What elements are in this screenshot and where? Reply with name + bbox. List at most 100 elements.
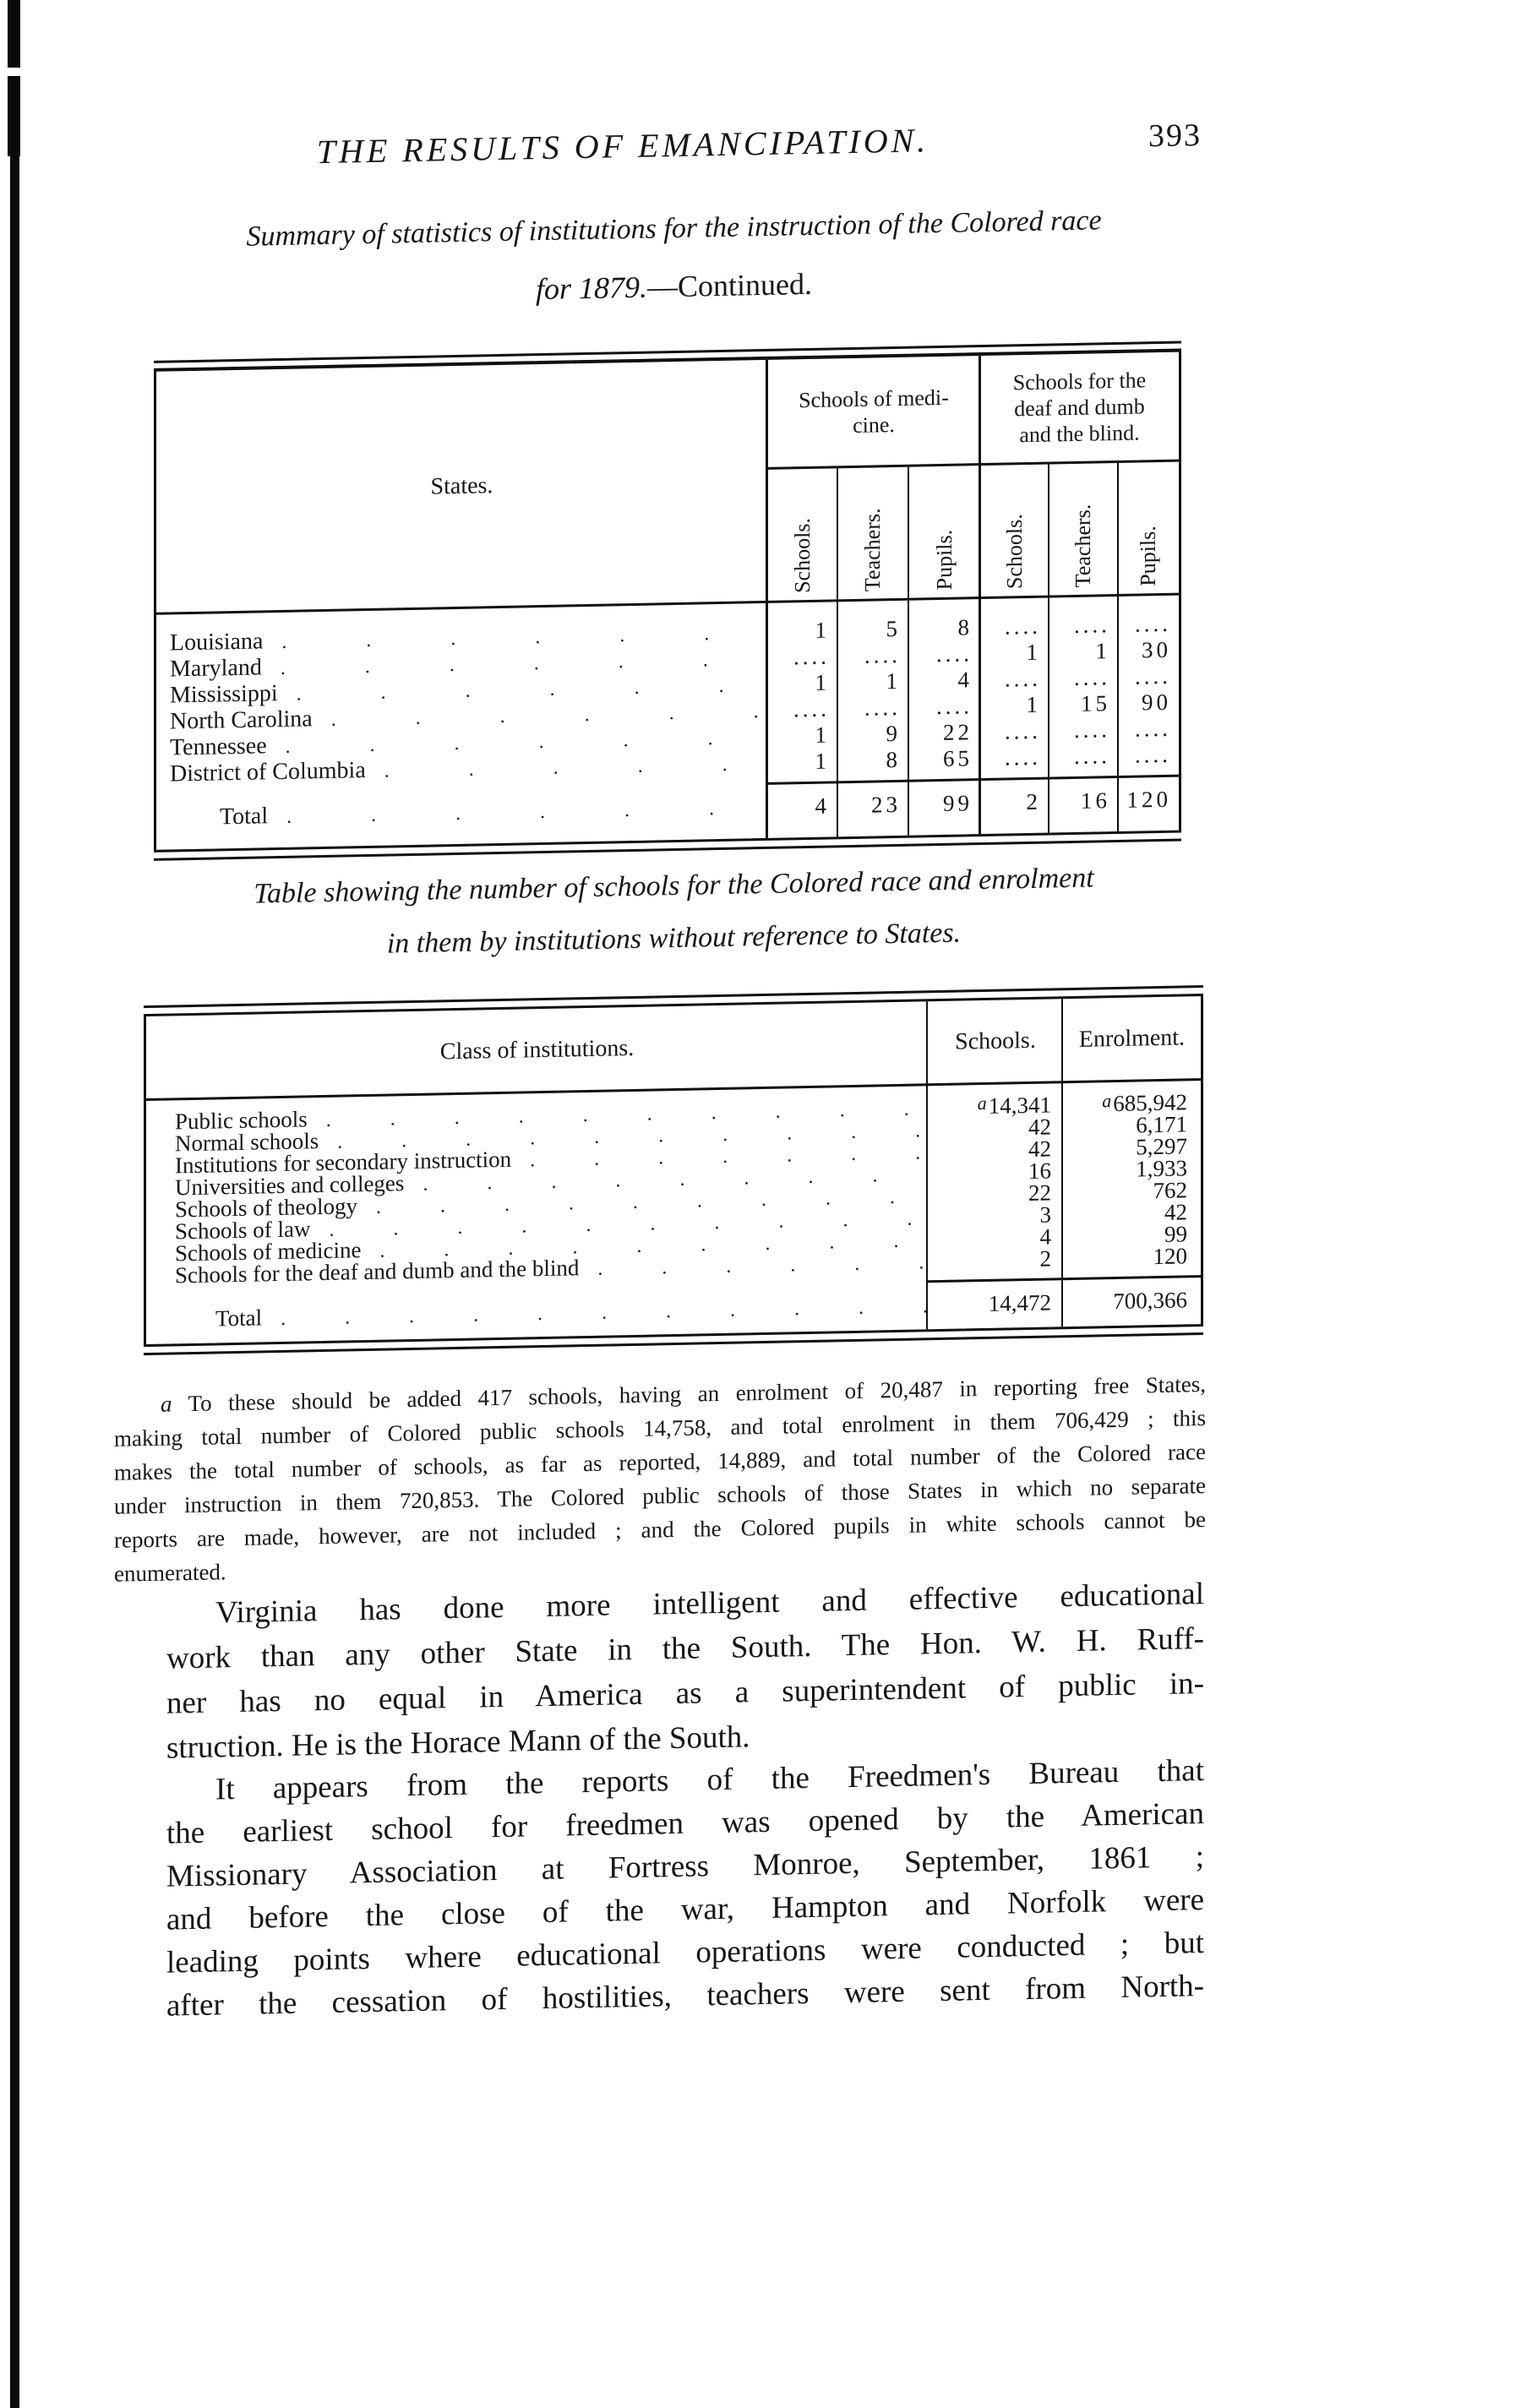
sub-header-cell: Schools. bbox=[767, 468, 837, 601]
value-cell: .... bbox=[864, 694, 901, 721]
value-cell: .... bbox=[1074, 612, 1110, 638]
sub-header-schools: Schools. bbox=[1001, 514, 1027, 590]
value-cell: .... bbox=[1135, 715, 1171, 742]
total-label: Total bbox=[220, 803, 269, 831]
caption1-roman-part: —Continued. bbox=[647, 266, 812, 304]
caption1-italic-part: for 1879. bbox=[535, 270, 647, 307]
value-cell: .... bbox=[936, 693, 973, 720]
state-label: Mississippi bbox=[170, 679, 278, 709]
value-cell: 65 bbox=[943, 745, 973, 771]
binding-edge-line-top bbox=[8, 0, 20, 156]
value-cell: 1 bbox=[815, 669, 831, 695]
total-value-cell: 16 bbox=[1081, 787, 1110, 814]
value-cell: .... bbox=[1074, 664, 1110, 690]
total-value-cell: 99 bbox=[943, 789, 973, 816]
state-label: Louisiana bbox=[170, 627, 264, 656]
table1-caption-line1: Summary of statistics of institutions fo… bbox=[246, 204, 1102, 253]
table-statistics-by-state: States. Schools of medi- cine. Schools f… bbox=[154, 348, 1181, 853]
value-cell: .... bbox=[1074, 716, 1110, 743]
sub-header-cell: Teachers. bbox=[837, 467, 908, 600]
total-label-cell: Total bbox=[156, 793, 767, 832]
schools-value-cell: 2 bbox=[928, 1245, 1063, 1274]
value-cell: 8 bbox=[886, 746, 902, 773]
sub-header-teachers: Teachers. bbox=[1071, 504, 1095, 589]
column-header-class: Class of institutions. bbox=[439, 1034, 635, 1065]
total-label: Total bbox=[215, 1304, 263, 1331]
total-value-cell: 2 bbox=[1026, 788, 1042, 814]
page-number: 393 bbox=[1148, 117, 1202, 155]
table1-caption-line2: for 1879.—Continued. bbox=[148, 259, 1200, 314]
value-cell: 1 bbox=[815, 722, 831, 748]
value-cell: 8 bbox=[957, 614, 973, 640]
dot-leader bbox=[262, 1295, 928, 1331]
value-cell: 1 bbox=[886, 667, 902, 695]
value-cell: 1 bbox=[1095, 638, 1111, 664]
table-footnote: a To these should be added 417 schools, … bbox=[114, 1367, 1206, 1591]
total-value-cell: 4 bbox=[815, 793, 831, 819]
dot-leader bbox=[579, 1251, 928, 1281]
value-cell: 90 bbox=[1142, 689, 1171, 716]
schools-total: 14,472 bbox=[988, 1288, 1051, 1316]
value-cell: 30 bbox=[1142, 636, 1171, 663]
sub-header-teachers: Teachers. bbox=[860, 508, 885, 592]
sub-header-pupils: Pupils. bbox=[931, 530, 957, 591]
sub-header-cell: Pupils. bbox=[1118, 462, 1179, 594]
sub-header-cell: Schools. bbox=[980, 465, 1049, 597]
column-header-schools: Schools. bbox=[955, 1027, 1036, 1055]
value-cell: 15 bbox=[1081, 690, 1110, 716]
schools-value: 2 bbox=[1039, 1245, 1052, 1272]
page-title: THE RESULTS OF EMANCIPATION. bbox=[316, 121, 930, 172]
states-column-header: States. bbox=[430, 471, 493, 500]
value-cell: 9 bbox=[886, 720, 902, 747]
state-label: District of Columbia bbox=[170, 756, 366, 787]
table-schools-by-institution: Class of institutions. Schools. Enrolmen… bbox=[144, 994, 1203, 1348]
body-paragraph-freedmens-bureau: It appears from the reports of the Freed… bbox=[166, 1749, 1204, 2028]
group-header-schools-of-medicine: Schools of medi- cine. bbox=[799, 384, 949, 438]
value-cell: 4 bbox=[957, 667, 973, 693]
sub-header-row: Schools. Teachers. Pupils. Schools. Teac… bbox=[767, 462, 1179, 601]
body-paragraph-virginia: Virginia has done more intelligent and e… bbox=[166, 1572, 1204, 1771]
total-value-cell: 23 bbox=[871, 791, 901, 818]
value-cell: .... bbox=[1005, 665, 1041, 692]
value-cell: 1 bbox=[1026, 639, 1042, 666]
table2-caption-line1: Table showing the number of schools for … bbox=[254, 862, 1094, 910]
value-cell: .... bbox=[793, 695, 830, 722]
table2-header-row: Class of institutions. Schools. Enrolmen… bbox=[146, 996, 1201, 1102]
value-cell: .... bbox=[1135, 741, 1171, 768]
running-head: THE RESULTS OF EMANCIPATION. 393 bbox=[154, 115, 1202, 181]
value-cell: .... bbox=[936, 640, 973, 667]
binding-edge-line bbox=[10, 0, 19, 2408]
sub-header-cell: Teachers. bbox=[1049, 463, 1118, 596]
enrolment-value-cell: 120 bbox=[1063, 1243, 1201, 1272]
column-header-enrolment: Enrolment. bbox=[1078, 1023, 1186, 1053]
sub-header-cell: Pupils. bbox=[908, 466, 980, 598]
total-label-cell: Total bbox=[146, 1292, 928, 1333]
group-header-deaf-dumb-blind: Schools for the deaf and dumb and the bl… bbox=[1012, 368, 1147, 448]
state-label: Tennessee bbox=[170, 732, 267, 761]
sub-header-schools: Schools. bbox=[789, 518, 815, 594]
table2-total-row: Total 14,472 700,366 bbox=[146, 1283, 1201, 1336]
value-cell: .... bbox=[1005, 744, 1041, 771]
enrolment-value: 120 bbox=[1153, 1242, 1188, 1269]
value-cell: .... bbox=[864, 641, 901, 668]
footnote-marker: a bbox=[161, 1391, 172, 1417]
value-cell: .... bbox=[1005, 613, 1041, 640]
enrolment-total: 700,366 bbox=[1113, 1286, 1187, 1314]
state-label: Maryland bbox=[170, 653, 262, 683]
value-cell: 1 bbox=[1026, 691, 1042, 718]
value-cell: 5 bbox=[886, 615, 902, 642]
value-cell: .... bbox=[1135, 610, 1171, 637]
footnote-marker: a bbox=[1102, 1089, 1112, 1111]
state-label: North Carolina bbox=[170, 705, 313, 735]
value-cell: 22 bbox=[943, 719, 973, 745]
total-rule bbox=[928, 1275, 1201, 1283]
table1-total-row: Total 4 23 99 2 16 120 bbox=[156, 782, 1179, 836]
value-cell: 1 bbox=[815, 617, 831, 643]
value-cell: .... bbox=[1135, 662, 1171, 689]
value-cell: .... bbox=[793, 643, 830, 670]
value-cell: .... bbox=[1074, 743, 1110, 769]
binding-edge-gap bbox=[5, 68, 24, 76]
dot-leader bbox=[268, 797, 767, 829]
total-enrolment-cell: 700,366 bbox=[1063, 1287, 1201, 1316]
table1-body: Louisiana 1 5 8 .... .... .... Maryland … bbox=[156, 611, 1179, 787]
